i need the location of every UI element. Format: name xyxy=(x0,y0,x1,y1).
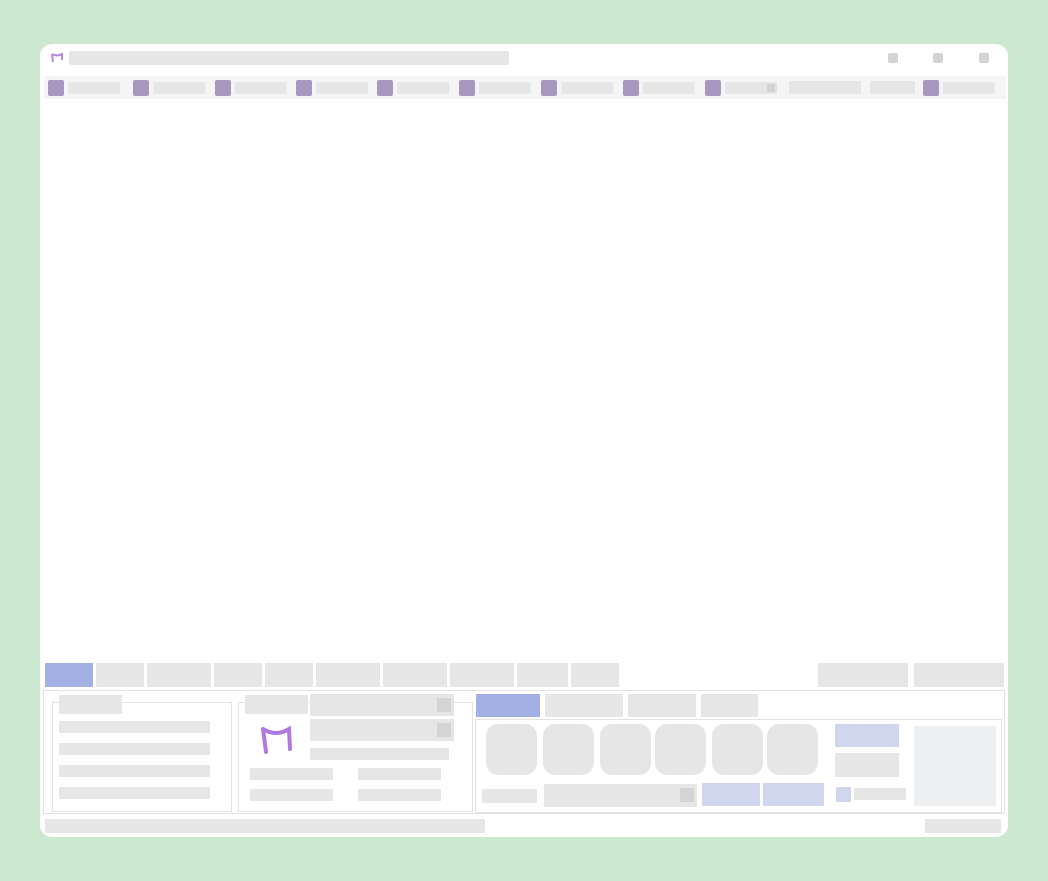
panel-button[interactable] xyxy=(818,663,908,687)
field xyxy=(250,768,333,780)
tab[interactable] xyxy=(316,663,380,687)
field-label xyxy=(482,789,537,803)
field xyxy=(310,748,449,760)
dropdown[interactable] xyxy=(310,719,454,741)
checkbox-label xyxy=(854,788,906,800)
toolbar-icon[interactable] xyxy=(133,80,149,96)
status-info xyxy=(925,819,1001,833)
subtab[interactable] xyxy=(628,694,696,717)
toolbar-icon[interactable] xyxy=(377,80,393,96)
tab[interactable] xyxy=(571,663,619,687)
checkbox[interactable] xyxy=(836,787,851,802)
dropdown[interactable] xyxy=(310,694,454,716)
toolbar-icon[interactable] xyxy=(541,80,557,96)
window-title xyxy=(69,51,509,65)
group-label xyxy=(245,695,308,714)
style-tile[interactable] xyxy=(655,724,706,775)
field xyxy=(358,768,441,780)
maximize-button[interactable] xyxy=(933,53,943,63)
toolbar-label xyxy=(725,82,777,94)
toolbar-icon[interactable] xyxy=(459,80,475,96)
toolbar-label xyxy=(643,82,695,94)
style-tile[interactable] xyxy=(543,724,594,775)
option-item[interactable] xyxy=(59,743,210,755)
style-tile[interactable] xyxy=(486,724,537,775)
dropdown-arrow xyxy=(767,84,775,92)
style-tile[interactable] xyxy=(600,724,651,775)
tab[interactable] xyxy=(450,663,514,687)
toolbar-label xyxy=(235,82,287,94)
field xyxy=(358,789,441,801)
tab[interactable] xyxy=(265,663,313,687)
panel-button[interactable] xyxy=(914,663,1004,687)
group-label xyxy=(59,695,122,714)
option-item[interactable] xyxy=(59,787,210,799)
toolbar-label xyxy=(479,82,531,94)
button[interactable] xyxy=(835,753,899,777)
app-icon xyxy=(51,53,63,63)
toolbar-label xyxy=(68,82,120,94)
status-text xyxy=(45,819,485,833)
option-item[interactable] xyxy=(59,721,210,733)
toolbar-icon[interactable] xyxy=(48,80,64,96)
toolbar-label xyxy=(943,82,995,94)
dropdown[interactable] xyxy=(544,784,697,807)
subtab[interactable] xyxy=(701,694,758,717)
tab[interactable] xyxy=(96,663,144,687)
tab[interactable] xyxy=(147,663,211,687)
toolbar-label xyxy=(153,82,205,94)
preview xyxy=(914,726,996,806)
button[interactable] xyxy=(835,724,899,747)
toolbar-field[interactable] xyxy=(789,81,861,94)
toolbar-icon[interactable] xyxy=(923,80,939,96)
toolbar-icon[interactable] xyxy=(705,80,721,96)
subtab[interactable] xyxy=(545,694,623,717)
close-button[interactable] xyxy=(979,53,989,63)
toolbar-icon[interactable] xyxy=(215,80,231,96)
style-tile[interactable] xyxy=(767,724,818,775)
button[interactable] xyxy=(763,783,824,806)
toolbar-field[interactable] xyxy=(870,81,915,94)
style-tile[interactable] xyxy=(712,724,763,775)
tab[interactable] xyxy=(517,663,568,687)
logo xyxy=(261,725,292,754)
toolbar-icon[interactable] xyxy=(623,80,639,96)
option-item[interactable] xyxy=(59,765,210,777)
button[interactable] xyxy=(702,783,760,806)
tab[interactable] xyxy=(383,663,447,687)
field xyxy=(250,789,333,801)
toolbar-label xyxy=(561,82,613,94)
tab-active[interactable] xyxy=(45,663,93,687)
tab[interactable] xyxy=(214,663,262,687)
toolbar-label xyxy=(397,82,449,94)
toolbar-label xyxy=(316,82,368,94)
dropdown-arrow xyxy=(437,698,451,712)
dropdown-arrow xyxy=(680,788,694,802)
subtab-active[interactable] xyxy=(476,694,540,717)
toolbar-icon[interactable] xyxy=(296,80,312,96)
dropdown-arrow xyxy=(437,723,451,737)
minimize-button[interactable] xyxy=(888,53,898,63)
